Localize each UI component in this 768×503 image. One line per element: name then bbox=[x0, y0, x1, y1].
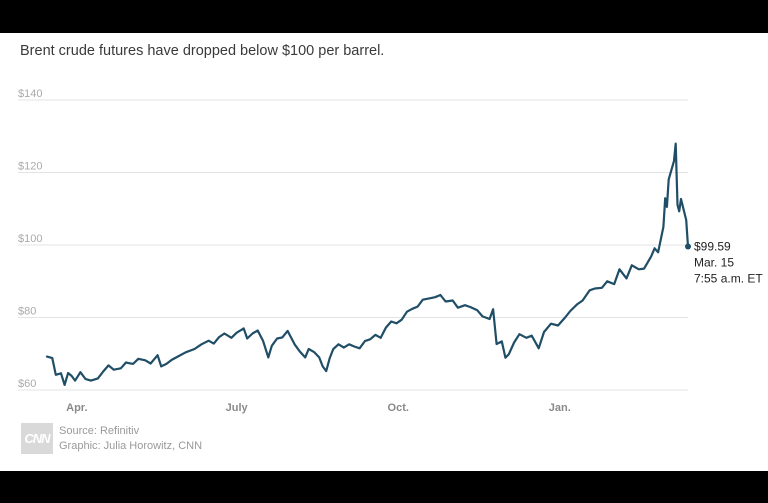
gridlines bbox=[18, 99, 688, 391]
source-credit: Source: Refinitiv bbox=[59, 425, 140, 437]
annotation-line: $99.59 bbox=[694, 239, 731, 253]
y-tick-label: $140 bbox=[18, 88, 42, 100]
series-line bbox=[45, 142, 690, 386]
x-axis-ticks: Apr. July Oct. Jan. bbox=[66, 402, 571, 414]
chart-subtitle: Brent crude futures have dropped below $… bbox=[20, 43, 385, 59]
annotation-line: Mar. 15 bbox=[694, 255, 734, 269]
cnn-logo: CNN bbox=[21, 423, 53, 454]
y-axis-ticks: $140 $120 $100 $80 $60 bbox=[18, 88, 42, 390]
x-tick-label: Jan. bbox=[549, 402, 571, 414]
y-tick-label: $60 bbox=[18, 378, 36, 390]
y-tick-label: $80 bbox=[18, 306, 36, 318]
brent-price-line bbox=[45, 142, 690, 386]
y-tick-label: $120 bbox=[18, 161, 42, 173]
x-tick-label: July bbox=[226, 402, 249, 414]
graphic-credit: Graphic: Julia Horowitz, CNN bbox=[59, 440, 203, 452]
latest-value-annotation: $99.59 Mar. 15 7:55 a.m. ET bbox=[685, 239, 763, 285]
latest-point bbox=[685, 243, 691, 250]
line-chart: $140 $120 $100 $80 $60 Apr. July Oct. Jan. $99.… bbox=[18, 88, 763, 414]
y-tick-label: $100 bbox=[18, 233, 42, 245]
x-tick-label: Apr. bbox=[66, 402, 87, 414]
chart-panel: Brent crude futures have dropped below $… bbox=[0, 33, 768, 471]
x-tick-label: Oct. bbox=[388, 402, 409, 414]
annotation-line: 7:55 a.m. ET bbox=[694, 271, 763, 285]
